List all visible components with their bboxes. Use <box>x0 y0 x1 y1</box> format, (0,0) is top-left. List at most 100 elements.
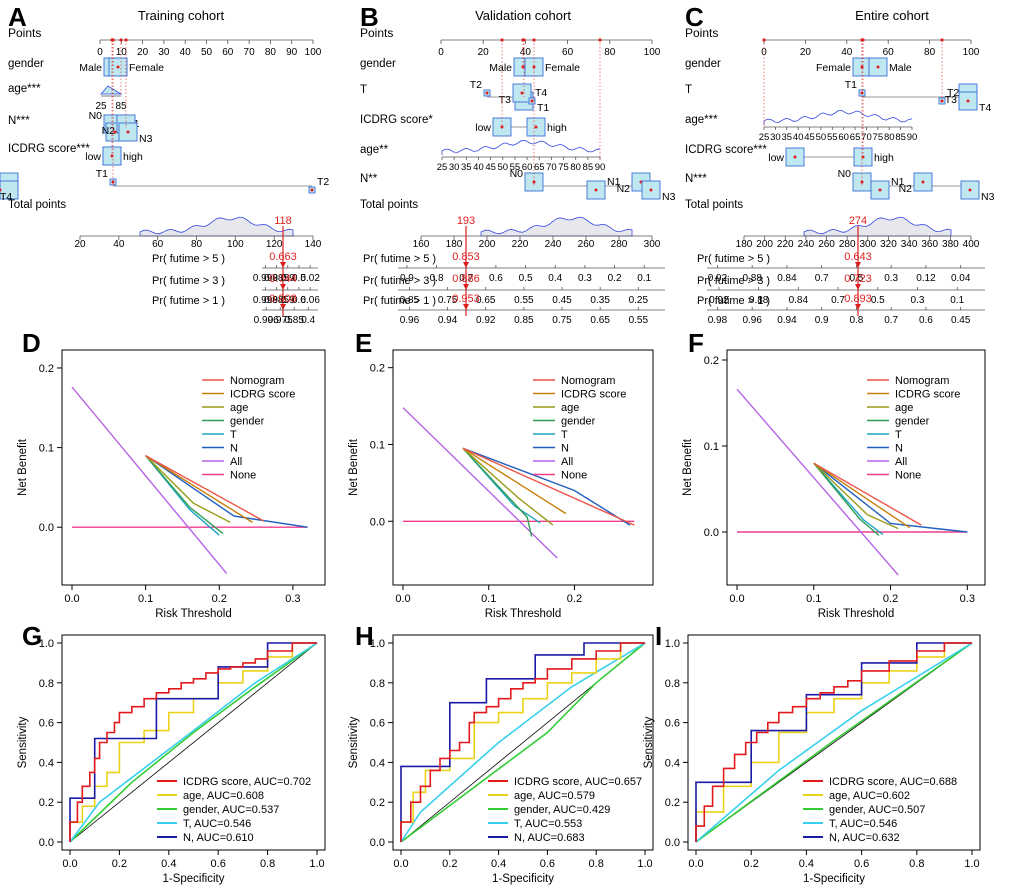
row-label: ICDRG score*** <box>685 144 767 156</box>
points-tick-label: 40 <box>520 47 532 58</box>
total-points-tick-label: 380 <box>942 239 959 250</box>
series-line-roc_icdrg <box>400 642 645 842</box>
points-tick-label: 100 <box>644 47 661 58</box>
age-tick-label: 60 <box>838 132 849 143</box>
legend-label: ICDRG score, AUC=0.702 <box>183 776 311 788</box>
y-tick-label: 1.0 <box>39 638 54 650</box>
plot-frame <box>392 634 654 851</box>
prob-tick-label: 0.3 <box>884 273 898 284</box>
total-points-tick-label: 220 <box>512 239 529 250</box>
prob-tick-label: 0.985 <box>264 273 289 284</box>
total-points-tick-label: 240 <box>545 239 562 250</box>
total-points-label: Total points <box>8 199 66 211</box>
nomogram-layer: A Training cohort Points 0 10 20 30 40 50 60 70 80 9… <box>0 2 995 326</box>
total-points-tick-label: 20 <box>74 239 86 250</box>
age-tick-label: 85 <box>115 101 127 112</box>
x-axis-label: 1-Specificity <box>803 873 865 885</box>
age-tick-label: 50 <box>497 162 508 173</box>
prob-tick-label: 0.7 <box>831 295 845 306</box>
age-tick-label: 85 <box>895 132 906 143</box>
x-tick-label: 0.2 <box>567 593 582 605</box>
series-line-age <box>813 462 899 530</box>
total-points-label: Total points <box>685 199 743 211</box>
prob-value: 0.663 <box>269 251 297 263</box>
legend-label: N, AUC=0.610 <box>183 832 254 844</box>
series-line-roc_N <box>400 642 645 842</box>
level-label: T3 <box>499 94 511 106</box>
points-tick-label: 0 <box>97 47 103 58</box>
row-label: T <box>685 84 692 96</box>
prob-tick-label: 0.2 <box>608 273 622 284</box>
panel-title: Entire cohort <box>855 8 929 23</box>
total-value: 118 <box>274 215 292 227</box>
y-tick-label: 0.8 <box>39 678 54 690</box>
x-tick-label: 0.4 <box>799 858 814 870</box>
legend-label: All <box>895 456 907 468</box>
prob-arrow <box>280 262 286 268</box>
x-tick-label: 0.3 <box>960 593 975 605</box>
legend-label: age, AUC=0.602 <box>829 790 910 802</box>
level-label: Male <box>489 62 512 74</box>
prob-tick-label: 0.6 <box>919 315 933 326</box>
level-point <box>310 188 314 192</box>
level-point <box>966 99 970 103</box>
level-point <box>485 91 489 95</box>
x-tick-label: 0.2 <box>212 593 227 605</box>
legend-label: All <box>561 456 573 468</box>
x-tick-label: 0.6 <box>211 858 226 870</box>
age-tick-label: 35 <box>781 132 792 143</box>
total-points-tick-label: 300 <box>644 239 661 250</box>
level-point <box>649 188 653 192</box>
level-label: low <box>768 152 784 164</box>
level-label: Female <box>816 62 851 74</box>
nomogram-panel-C: C Entire cohort Points 0 20 40 60 80 100 gender Fe… <box>685 2 995 326</box>
x-tick-label: 0.0 <box>62 858 77 870</box>
age-tick-label: 70 <box>861 132 872 143</box>
legend-label: ICDRG score, AUC=0.688 <box>829 776 957 788</box>
age-tick-label: 40 <box>473 162 484 173</box>
prob-tick-label: 0.25 <box>629 295 649 306</box>
level-label: T3 <box>945 94 957 106</box>
points-tick-label: 60 <box>883 47 895 58</box>
row-label: gender <box>8 58 44 70</box>
total-points-density <box>803 216 952 237</box>
age-tick-label: 45 <box>485 162 496 173</box>
prob-value: 0.886 <box>452 273 480 285</box>
total-points-tick-label: 260 <box>818 239 835 250</box>
prob-tick-label: 0.35 <box>590 295 610 306</box>
prob-tick-label: 0.5 <box>871 295 885 306</box>
series-line-All <box>736 388 899 576</box>
level-label: N2 <box>899 183 913 195</box>
level-point <box>126 130 130 134</box>
row-label: gender <box>360 58 396 70</box>
legend-label: gender <box>561 416 596 428</box>
y-tick-label: 0.4 <box>39 757 54 769</box>
panel-letter: E <box>355 328 372 358</box>
legend-label: T, AUC=0.546 <box>183 818 251 830</box>
x-tick-label: 1.0 <box>637 858 652 870</box>
legend-label: None <box>895 470 921 482</box>
total-points-tick-label: 360 <box>921 239 938 250</box>
row-label: N*** <box>8 115 30 127</box>
y-tick-label: 0.0 <box>39 837 54 849</box>
points-tick-label: 50 <box>201 47 213 58</box>
prob-row-label: Pr( futime > 3 ) <box>152 275 225 287</box>
prob-tick-label: 0.45 <box>951 315 971 326</box>
prob-tick-label: 0.06 <box>300 295 320 306</box>
legend-label: gender, AUC=0.429 <box>514 804 610 816</box>
nomogram-panel-A: A Training cohort Points 0 10 20 30 40 50 60 70 80 9… <box>0 2 329 326</box>
legend-label: Nomogram <box>895 375 949 387</box>
y-tick-label: 0.2 <box>39 797 54 809</box>
series-line-nomogram <box>145 454 264 522</box>
prob-tick-label: 0.84 <box>777 273 797 284</box>
prob-tick-label: 0.45 <box>552 295 572 306</box>
points-tick-label: 0 <box>438 47 444 58</box>
prob-tick-label: 0.3 <box>578 273 592 284</box>
y-tick-label: 0.4 <box>665 757 680 769</box>
level-label: high <box>547 122 567 134</box>
y-tick-label: 0.4 <box>370 757 385 769</box>
level-label: T4 <box>0 191 12 203</box>
row-label: age** <box>360 144 389 156</box>
panel-letter: G <box>22 621 42 651</box>
